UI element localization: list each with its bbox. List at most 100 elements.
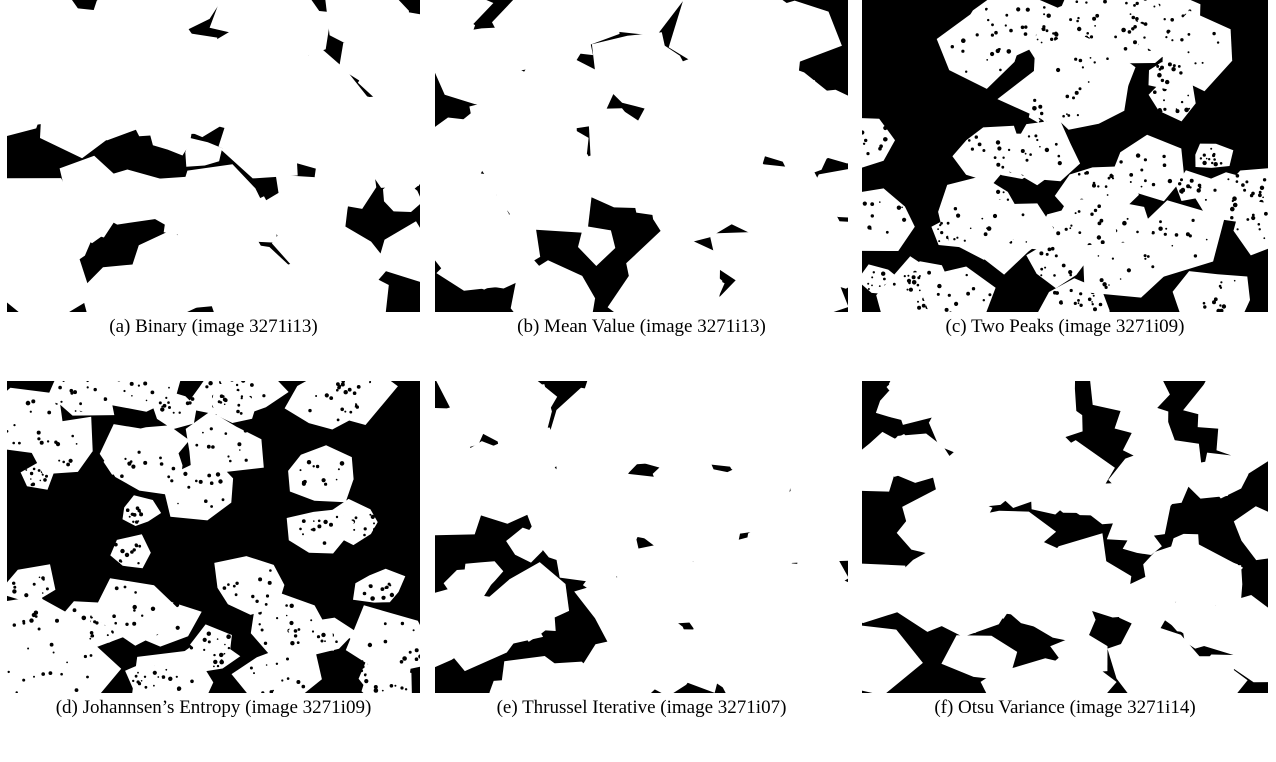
speckle	[1074, 302, 1077, 305]
speckle	[250, 383, 254, 387]
speckle	[1220, 287, 1222, 289]
speckle	[286, 615, 288, 617]
speckle	[22, 620, 25, 623]
speckle	[1105, 185, 1108, 188]
speckle	[224, 644, 226, 646]
speckle	[1001, 166, 1004, 169]
speckle	[137, 562, 139, 564]
speckle	[205, 385, 208, 388]
speckle	[216, 472, 220, 476]
speckle	[316, 465, 319, 468]
speckle	[1133, 4, 1136, 7]
speckle	[1264, 212, 1268, 216]
speckle	[883, 278, 886, 281]
speckle	[1091, 301, 1093, 303]
speckle	[1202, 161, 1206, 165]
binary-image	[862, 381, 1268, 693]
speckle	[945, 308, 949, 312]
speckle	[401, 622, 404, 625]
grain	[1173, 271, 1250, 312]
speckle	[1194, 62, 1196, 64]
speckle	[82, 616, 87, 621]
speckle	[131, 395, 133, 397]
speckle	[124, 458, 126, 460]
speckle	[986, 59, 988, 61]
speckle	[994, 156, 997, 159]
speckle	[344, 390, 348, 394]
speckle	[297, 641, 300, 644]
speckle	[33, 583, 36, 586]
speckle	[1078, 302, 1080, 304]
grain	[232, 648, 322, 693]
speckle	[253, 672, 255, 674]
speckle	[1213, 158, 1216, 161]
speckle	[1188, 33, 1191, 36]
speckle	[1101, 240, 1105, 244]
speckle	[294, 634, 297, 637]
speckle	[302, 685, 306, 689]
speckle	[313, 465, 315, 467]
speckle	[954, 207, 957, 210]
speckle	[26, 401, 31, 406]
speckle	[1125, 2, 1128, 5]
speckle	[1078, 231, 1081, 234]
speckle	[947, 222, 950, 225]
speckle	[281, 679, 283, 681]
speckle	[12, 582, 15, 585]
speckle	[162, 675, 166, 679]
speckle	[55, 619, 59, 623]
speckle	[46, 587, 49, 590]
speckle	[1157, 73, 1162, 78]
speckle	[1077, 114, 1079, 116]
speckle	[1090, 57, 1092, 59]
grain	[714, 269, 800, 312]
speckle	[1198, 184, 1202, 188]
speckle	[901, 207, 903, 209]
speckle	[53, 652, 55, 654]
speckle	[917, 306, 921, 310]
speckle	[381, 587, 385, 591]
speckle	[976, 33, 979, 36]
speckle	[120, 474, 124, 478]
speckle	[364, 679, 368, 683]
speckle	[1210, 148, 1212, 150]
speckle	[210, 505, 213, 508]
speckle	[1055, 254, 1058, 257]
speckle	[131, 465, 135, 469]
speckle	[1186, 184, 1190, 188]
speckle	[235, 582, 238, 585]
speckle	[173, 412, 175, 414]
speckle	[382, 690, 384, 692]
image-canvas	[7, 0, 420, 312]
speckle	[107, 634, 109, 636]
speckle	[218, 479, 222, 483]
speckle	[47, 411, 51, 415]
speckle	[151, 607, 155, 611]
speckle	[1186, 232, 1190, 236]
speckle	[62, 409, 65, 412]
speckle	[1036, 139, 1038, 141]
speckle	[1024, 25, 1027, 28]
binary-image	[435, 0, 848, 312]
speckle	[167, 475, 170, 478]
speckle	[344, 411, 346, 413]
speckle	[917, 301, 919, 303]
speckle	[1003, 191, 1005, 193]
speckle	[1181, 101, 1183, 103]
speckle	[1022, 213, 1025, 216]
speckle	[886, 231, 889, 234]
speckle	[1213, 189, 1216, 192]
speckle	[222, 654, 224, 656]
speckle	[1192, 219, 1195, 222]
speckle	[1173, 64, 1176, 67]
speckle	[1206, 239, 1208, 241]
speckle	[337, 419, 340, 422]
speckle	[1165, 80, 1169, 84]
speckle	[1088, 298, 1092, 302]
speckle	[1175, 233, 1179, 237]
speckle	[12, 589, 16, 593]
speckle	[1007, 199, 1009, 201]
speckle	[13, 623, 16, 626]
speckle	[40, 441, 44, 445]
image-canvas	[862, 381, 1268, 693]
